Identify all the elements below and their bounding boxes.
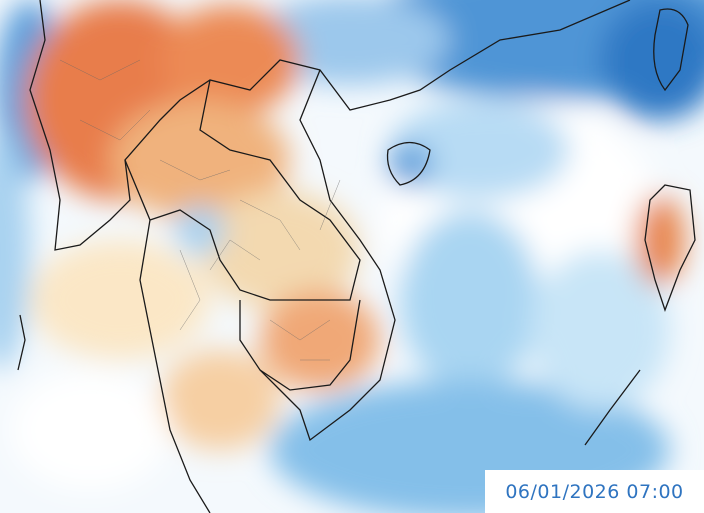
borders xyxy=(17,0,696,513)
timestamp: 06/01/2026 07:00 xyxy=(485,470,704,513)
provinces xyxy=(59,59,341,361)
